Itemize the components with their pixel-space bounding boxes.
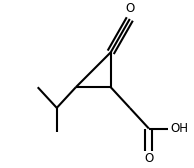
Text: O: O — [125, 2, 134, 15]
Text: OH: OH — [170, 122, 188, 135]
Text: O: O — [144, 152, 153, 164]
